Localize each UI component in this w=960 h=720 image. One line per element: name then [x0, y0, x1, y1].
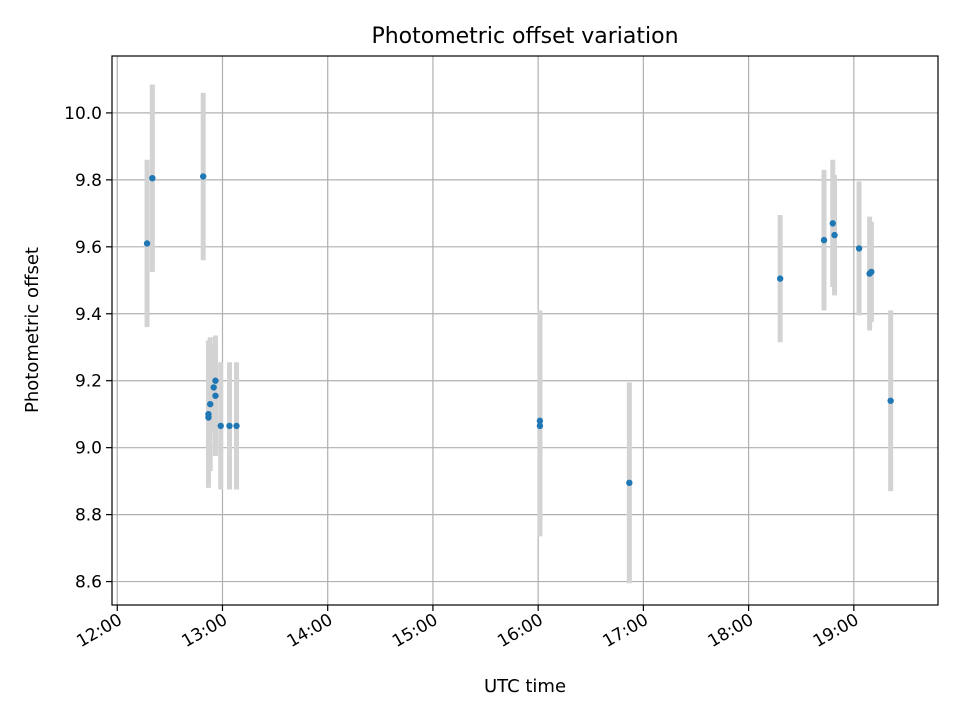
data-point — [626, 479, 633, 487]
data-point — [887, 397, 894, 404]
data-point — [226, 422, 233, 430]
data-point — [217, 422, 224, 430]
data-point — [149, 174, 156, 182]
data-point — [855, 245, 863, 252]
data-point — [205, 410, 212, 418]
data-point — [536, 417, 544, 425]
data-point — [143, 240, 151, 247]
data-point — [207, 400, 214, 408]
data-point — [199, 173, 207, 180]
data-point — [210, 384, 217, 391]
x-axis-label: UTC time — [484, 676, 566, 697]
data-point — [831, 231, 838, 239]
data-points — [143, 173, 894, 487]
plot-frame — [111, 55, 939, 606]
data-point — [868, 268, 875, 276]
y-tick-label: 8.8 — [75, 506, 102, 526]
y-axis-ticks: 8.6 8.8 9.0 9.2 9.4 9.6 9.8 10.0 — [64, 104, 112, 593]
data-point — [829, 220, 836, 227]
y-tick-label: 9.0 — [75, 439, 102, 459]
chart-title: Photometric offset variation — [371, 24, 678, 49]
y-tick-label: 10.0 — [64, 104, 102, 124]
data-point — [820, 236, 828, 244]
y-tick-label: 9.4 — [75, 305, 102, 325]
y-tick-label: 9.2 — [75, 372, 102, 392]
y-tick-label: 9.8 — [75, 171, 102, 191]
y-tick-label: 8.6 — [75, 573, 102, 593]
data-point — [212, 392, 219, 399]
data-point — [776, 275, 784, 282]
data-point — [212, 377, 219, 384]
data-point — [233, 422, 240, 430]
data-point — [536, 422, 544, 430]
y-tick-label: 9.6 — [75, 238, 102, 258]
y-axis-label: Photometric offset — [22, 247, 43, 413]
